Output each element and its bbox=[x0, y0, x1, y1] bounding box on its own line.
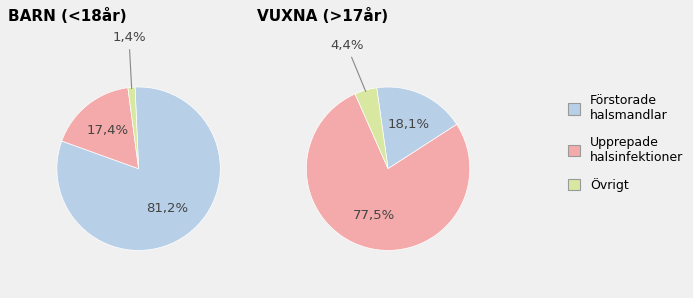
Wedge shape bbox=[57, 87, 220, 250]
Wedge shape bbox=[377, 87, 457, 169]
Text: 18,1%: 18,1% bbox=[387, 118, 430, 131]
Legend: Förstorade
halsmandlar, Upprepade
halsinfektioner, Övrigt: Förstorade halsmandlar, Upprepade halsin… bbox=[568, 94, 683, 192]
Text: 17,4%: 17,4% bbox=[87, 124, 129, 137]
Wedge shape bbox=[62, 88, 139, 169]
Text: 1,4%: 1,4% bbox=[112, 31, 146, 89]
Text: BARN (<18år): BARN (<18år) bbox=[8, 8, 127, 24]
Text: 77,5%: 77,5% bbox=[353, 209, 395, 222]
Text: 81,2%: 81,2% bbox=[147, 202, 188, 215]
Wedge shape bbox=[306, 94, 470, 250]
Wedge shape bbox=[355, 88, 388, 169]
Wedge shape bbox=[128, 87, 139, 169]
Text: 4,4%: 4,4% bbox=[330, 39, 366, 91]
Text: VUXNA (>17år): VUXNA (>17år) bbox=[257, 8, 389, 24]
